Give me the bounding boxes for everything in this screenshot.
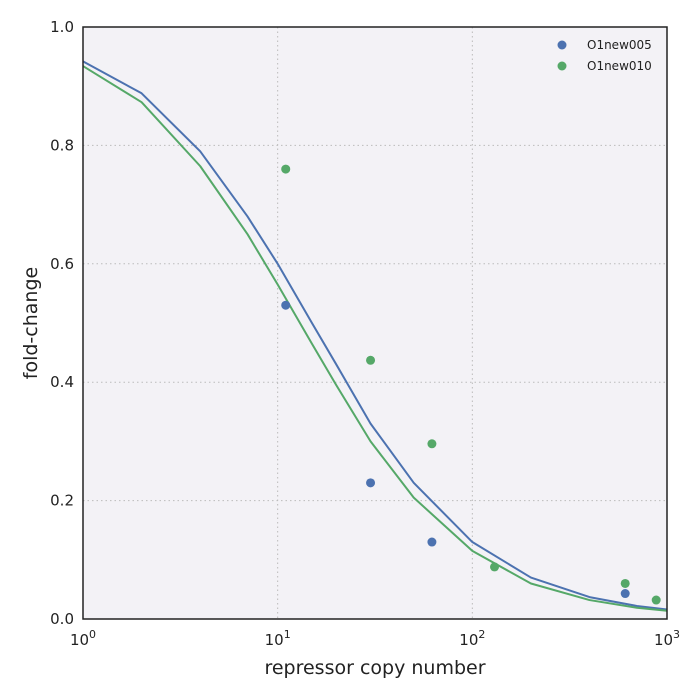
- fit-curve-O1new005: [82, 60, 668, 611]
- legend-marker-O1new005: [557, 40, 567, 50]
- fit-curve-O1new010: [82, 65, 668, 612]
- fit-curves: [82, 60, 668, 612]
- y-tick-label: 0.8: [50, 136, 74, 154]
- data-point-O1new010: [366, 355, 376, 365]
- x-axis-label: repressor copy number: [264, 657, 485, 679]
- plot-area-background: [83, 27, 667, 619]
- data-points: [281, 164, 661, 605]
- y-tick-label: 0.0: [50, 610, 74, 628]
- data-point-O1new010: [620, 578, 630, 588]
- x-tick-label: 100: [70, 628, 96, 649]
- y-tick-label: 0.6: [50, 255, 74, 273]
- legend-label-O1new005: O1new005: [587, 38, 652, 52]
- y-tick-label: 1.0: [50, 18, 74, 36]
- data-point-O1new010: [427, 439, 437, 449]
- data-point-O1new005: [366, 478, 376, 488]
- x-tick-label: 101: [265, 628, 291, 649]
- y-axis-label: fold-change: [20, 267, 42, 379]
- y-tick-label: 0.2: [50, 492, 74, 510]
- legend-marker-O1new010: [557, 61, 567, 71]
- y-tick-label: 0.4: [50, 373, 74, 391]
- data-point-O1new005: [281, 300, 291, 310]
- data-point-O1new005: [427, 537, 437, 547]
- x-tick-label: 102: [459, 628, 485, 649]
- data-point-O1new010: [490, 562, 500, 572]
- x-tick-label: 103: [654, 628, 680, 649]
- data-point-O1new005: [620, 589, 630, 599]
- grid-lines: [83, 27, 667, 619]
- axis-ticks: 100 101 102 103 0.0 0.2 0.4 0.6 0.8 1.0: [50, 18, 680, 649]
- data-point-O1new010: [651, 595, 661, 605]
- plot-frame: [82, 26, 668, 620]
- data-point-O1new010: [281, 164, 291, 174]
- legend: O1new005 O1new010: [557, 38, 652, 73]
- legend-label-O1new010: O1new010: [587, 59, 652, 73]
